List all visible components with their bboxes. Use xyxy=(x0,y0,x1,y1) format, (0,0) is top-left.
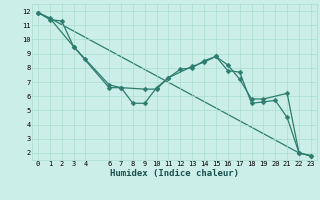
X-axis label: Humidex (Indice chaleur): Humidex (Indice chaleur) xyxy=(110,169,239,178)
